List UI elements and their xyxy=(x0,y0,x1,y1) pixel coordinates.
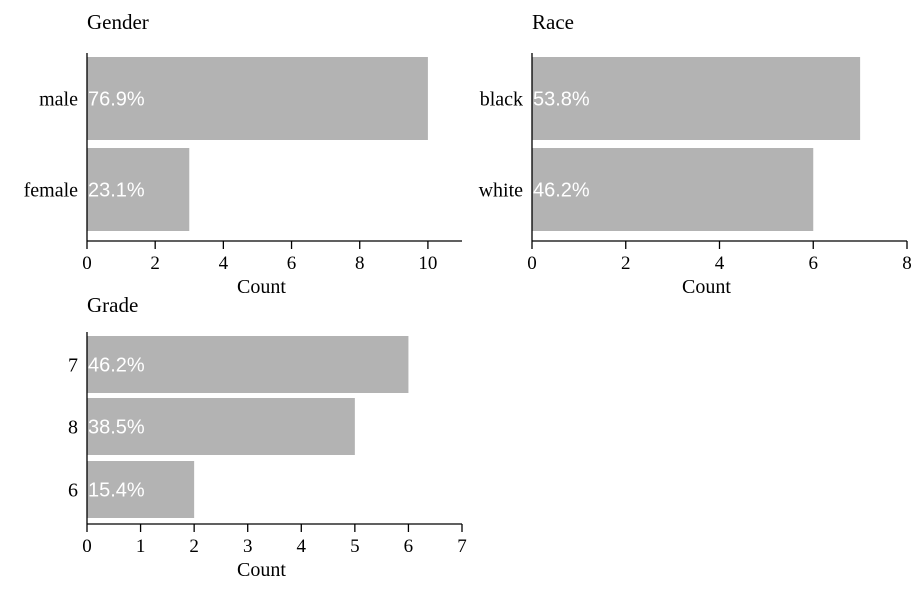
x-tick-label: 0 xyxy=(82,536,92,557)
race-panel: Race black 53.8% white 46.2% 0 2 4 6 8 Count xyxy=(479,10,912,298)
x-tick-label: 6 xyxy=(287,253,297,274)
x-tick-label: 2 xyxy=(150,253,160,274)
x-tick-label: 10 xyxy=(418,253,437,274)
category-label: white xyxy=(479,180,524,202)
gender-panel: Gender male 76.9% female 23.1% 0 2 4 6 8 10 Count xyxy=(24,10,462,298)
x-tick-label: 0 xyxy=(527,253,537,274)
grade-panel: Grade 7 46.2% 8 38.5% 6 15.4% 0 1 2 3 4 5 6 7 Count xyxy=(68,293,467,581)
bar-female xyxy=(87,148,190,231)
bar-black xyxy=(532,57,861,140)
x-tick-label: 4 xyxy=(219,253,229,274)
panel-title: Gender xyxy=(87,10,149,34)
x-axis-title: Count xyxy=(237,276,286,298)
x-tick-label: 3 xyxy=(243,536,253,557)
percent-label: 46.2% xyxy=(533,180,590,202)
x-axis-title: Count xyxy=(237,559,286,581)
category-label: female xyxy=(24,180,79,202)
x-tick-label: 5 xyxy=(350,536,360,557)
x-tick-label: 4 xyxy=(715,253,725,274)
x-tick-label: 4 xyxy=(297,536,307,557)
x-axis-title: Count xyxy=(682,276,731,298)
x-tick-label: 7 xyxy=(457,536,467,557)
bar-white xyxy=(532,148,814,231)
bar-7 xyxy=(87,336,409,393)
x-tick-label: 6 xyxy=(404,536,414,557)
category-label: black xyxy=(480,89,523,111)
bar-6 xyxy=(87,461,195,518)
x-tick-label: 8 xyxy=(902,253,912,274)
percent-label: 23.1% xyxy=(88,180,145,202)
panel-title: Race xyxy=(532,10,574,34)
x-tick-label: 2 xyxy=(621,253,631,274)
percent-label: 76.9% xyxy=(88,89,145,111)
x-tick-label: 2 xyxy=(189,536,199,557)
percent-label: 15.4% xyxy=(88,480,145,502)
percent-label: 46.2% xyxy=(88,355,145,377)
x-tick-label: 1 xyxy=(136,536,146,557)
category-label: 6 xyxy=(68,480,78,502)
panel-title: Grade xyxy=(87,293,138,317)
x-tick-label: 0 xyxy=(82,253,92,274)
bar-male xyxy=(87,57,428,140)
category-label: 7 xyxy=(68,355,78,377)
percent-label: 53.8% xyxy=(533,89,590,111)
category-label: 8 xyxy=(68,417,78,439)
bar-8 xyxy=(87,398,355,455)
x-tick-label: 6 xyxy=(809,253,819,274)
x-tick-label: 8 xyxy=(355,253,365,274)
category-label: male xyxy=(39,89,78,111)
percent-label: 38.5% xyxy=(88,417,145,439)
